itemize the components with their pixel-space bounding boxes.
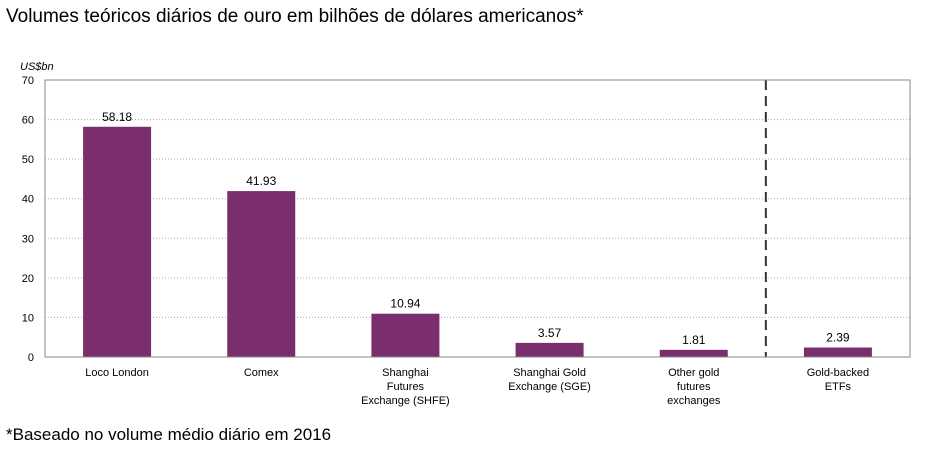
- data-label: 10.94: [390, 297, 420, 311]
- data-label: 1.81: [682, 333, 706, 347]
- bar: [515, 342, 584, 357]
- x-tick-label: Other gold: [668, 367, 719, 379]
- y-tick-label: 40: [22, 194, 34, 206]
- x-tick-label: ETFs: [825, 381, 852, 393]
- chart-title: Volumes teóricos diários de ouro em bilh…: [6, 6, 584, 27]
- bar: [227, 191, 296, 357]
- x-tick-label: Gold-backed: [807, 367, 869, 379]
- y-tick-label: 10: [22, 312, 34, 324]
- x-tick-label: futures: [677, 381, 711, 393]
- data-labels: 58.18 41.93 10.94 3.57 1.81 2.39: [102, 110, 850, 347]
- plot-frame: [44, 79, 911, 358]
- y-tick-label: 50: [22, 154, 34, 166]
- y-tick-label: 0: [28, 352, 34, 364]
- y-tick-label: 60: [22, 115, 34, 127]
- x-tick-label: Loco London: [85, 367, 149, 379]
- x-tick-label: Comex: [244, 367, 279, 379]
- bars: [83, 126, 872, 357]
- x-tick-label: exchanges: [667, 395, 721, 407]
- bar-chart: 0 10 20 30 40 50 60 70 58.18 41.93 10.94 3.57 1.81 2…: [20, 61, 911, 407]
- data-label: 3.57: [538, 326, 562, 340]
- y-tick-label: 70: [22, 75, 34, 87]
- x-axis: Loco London Comex Shanghai Futures Exchange …: [85, 367, 869, 407]
- x-tick-label: Exchange (SHFE): [361, 395, 450, 407]
- x-tick-label: Shanghai: [382, 367, 429, 379]
- data-label: 41.93: [246, 174, 276, 188]
- bar: [371, 313, 440, 357]
- data-label: 2.39: [826, 331, 850, 345]
- footnote: *Baseado no volume médio diário em 2016: [6, 425, 332, 444]
- x-tick-label: Exchange (SGE): [508, 381, 591, 393]
- bar: [659, 349, 728, 357]
- data-label: 58.18: [102, 110, 132, 124]
- y-tick-label: 20: [22, 273, 34, 285]
- x-tick-label: Shanghai Gold: [513, 367, 586, 379]
- gridlines: [45, 119, 910, 318]
- x-tick-label: Futures: [387, 381, 425, 393]
- bar: [83, 126, 152, 357]
- y-axis: 0 10 20 30 40 50 60 70: [22, 75, 34, 364]
- y-tick-label: 30: [22, 233, 34, 245]
- unit-label: US$bn: [20, 61, 54, 73]
- bar: [803, 347, 872, 357]
